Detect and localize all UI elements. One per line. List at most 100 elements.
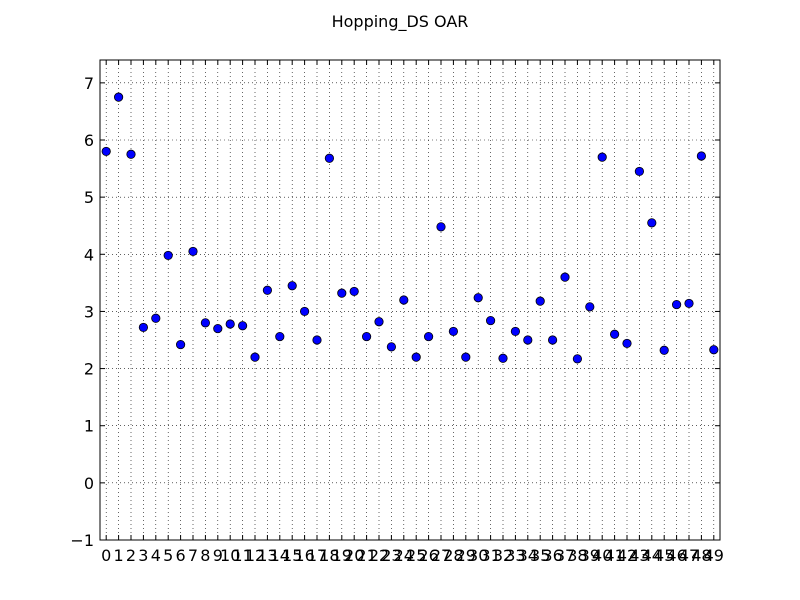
data-point bbox=[535, 296, 545, 306]
x-tick-label: 49 bbox=[704, 546, 724, 565]
x-tick-label: 10 bbox=[220, 546, 240, 565]
data-point bbox=[423, 331, 434, 342]
y-tick-label: 7 bbox=[84, 74, 94, 93]
x-tick-label: 30 bbox=[468, 546, 488, 565]
data-point bbox=[126, 149, 136, 159]
plot-area-frame bbox=[99, 59, 721, 541]
data-point bbox=[411, 352, 421, 362]
data-point bbox=[399, 295, 409, 305]
x-tick-label: 37 bbox=[555, 546, 575, 565]
x-tick-label: 41 bbox=[604, 546, 624, 565]
y-tick-label: 6 bbox=[84, 131, 94, 150]
y-tick-label: 4 bbox=[84, 245, 94, 264]
data-point bbox=[597, 152, 607, 162]
x-tick-label: 44 bbox=[642, 546, 662, 565]
x-tick-label: 39 bbox=[580, 546, 600, 565]
data-point bbox=[560, 272, 570, 282]
x-tick-label: 28 bbox=[443, 546, 463, 565]
x-tick-label: 45 bbox=[654, 546, 674, 565]
data-point bbox=[436, 222, 446, 232]
data-point bbox=[349, 286, 359, 297]
data-point bbox=[287, 281, 297, 291]
data-point bbox=[498, 353, 508, 363]
data-point bbox=[275, 331, 285, 342]
data-point bbox=[485, 315, 496, 326]
x-tick-label: 35 bbox=[530, 546, 550, 565]
data-point bbox=[262, 285, 272, 295]
data-point bbox=[151, 313, 161, 323]
x-tick-label: 33 bbox=[505, 546, 525, 565]
data-point bbox=[585, 302, 595, 312]
x-tick-label: 40 bbox=[592, 546, 612, 565]
data-point bbox=[188, 246, 198, 257]
data-point bbox=[634, 166, 645, 177]
x-tick-label: 31 bbox=[480, 546, 500, 565]
x-tick-label: 17 bbox=[307, 546, 327, 565]
data-point bbox=[324, 153, 334, 163]
grid bbox=[100, 60, 720, 541]
data-point bbox=[523, 335, 533, 345]
x-tick-label: 2 bbox=[126, 546, 136, 565]
data-point bbox=[448, 326, 458, 337]
x-tick-label: 25 bbox=[406, 546, 426, 565]
x-tick-label: 43 bbox=[629, 546, 649, 565]
x-tick-label: 38 bbox=[567, 546, 587, 565]
x-tick-label: 6 bbox=[176, 546, 186, 565]
x-tick-label: 27 bbox=[431, 546, 451, 565]
data-point bbox=[299, 306, 310, 317]
data-point bbox=[671, 299, 682, 310]
data-point bbox=[176, 339, 186, 350]
x-tick-label: 5 bbox=[163, 546, 173, 565]
data-point bbox=[473, 293, 483, 303]
y-tick-label: 1 bbox=[84, 417, 94, 436]
x-tick-label: 36 bbox=[542, 546, 562, 565]
x-tick-label: 26 bbox=[418, 546, 438, 565]
x-tick-label: 12 bbox=[245, 546, 265, 565]
x-tick-label: 24 bbox=[394, 546, 414, 565]
data-point bbox=[213, 323, 223, 334]
data-point bbox=[312, 335, 322, 345]
x-tick-label: 14 bbox=[270, 546, 290, 565]
y-tick-label: 3 bbox=[84, 302, 94, 321]
data-point bbox=[647, 218, 657, 228]
x-tick-label: 13 bbox=[257, 546, 277, 565]
x-tick-label: 34 bbox=[518, 546, 538, 565]
x-tick-label: 16 bbox=[294, 546, 314, 565]
x-tick-label: 29 bbox=[456, 546, 476, 565]
data-point bbox=[238, 321, 248, 331]
x-tick-label: 48 bbox=[691, 546, 711, 565]
y-axis-ticks: −1 0 1 2 3 4 5 6 7 bbox=[70, 74, 720, 550]
x-tick-label: 23 bbox=[381, 546, 401, 565]
data-points bbox=[101, 92, 719, 364]
data-point bbox=[609, 329, 620, 339]
data-point bbox=[250, 352, 260, 362]
data-point bbox=[225, 319, 235, 329]
data-point bbox=[547, 335, 558, 345]
x-tick-label: 4 bbox=[151, 546, 161, 565]
data-point bbox=[361, 331, 372, 342]
data-point bbox=[696, 151, 707, 161]
data-point bbox=[659, 345, 669, 355]
x-tick-label: 18 bbox=[319, 546, 339, 565]
x-tick-label: 32 bbox=[493, 546, 513, 565]
data-point bbox=[163, 250, 173, 261]
x-tick-label: 42 bbox=[617, 546, 637, 565]
x-tick-label: 47 bbox=[679, 546, 699, 565]
data-point bbox=[138, 322, 148, 333]
y-tick-label: 5 bbox=[84, 188, 94, 207]
data-point bbox=[709, 345, 719, 355]
x-tick-label: 46 bbox=[666, 546, 686, 565]
data-point bbox=[510, 326, 521, 337]
x-tick-label: 9 bbox=[213, 546, 223, 565]
x-tick-label: 3 bbox=[138, 546, 148, 565]
y-tick-label: 2 bbox=[84, 360, 94, 379]
data-point bbox=[374, 317, 384, 327]
y-tick-label: 0 bbox=[84, 474, 94, 493]
x-tick-label: 8 bbox=[200, 546, 210, 565]
x-tick-label: 1 bbox=[114, 546, 124, 565]
x-tick-label: 0 bbox=[101, 546, 111, 565]
x-tick-label: 21 bbox=[356, 546, 376, 565]
x-tick-label: 22 bbox=[369, 546, 389, 565]
data-point bbox=[386, 342, 396, 352]
